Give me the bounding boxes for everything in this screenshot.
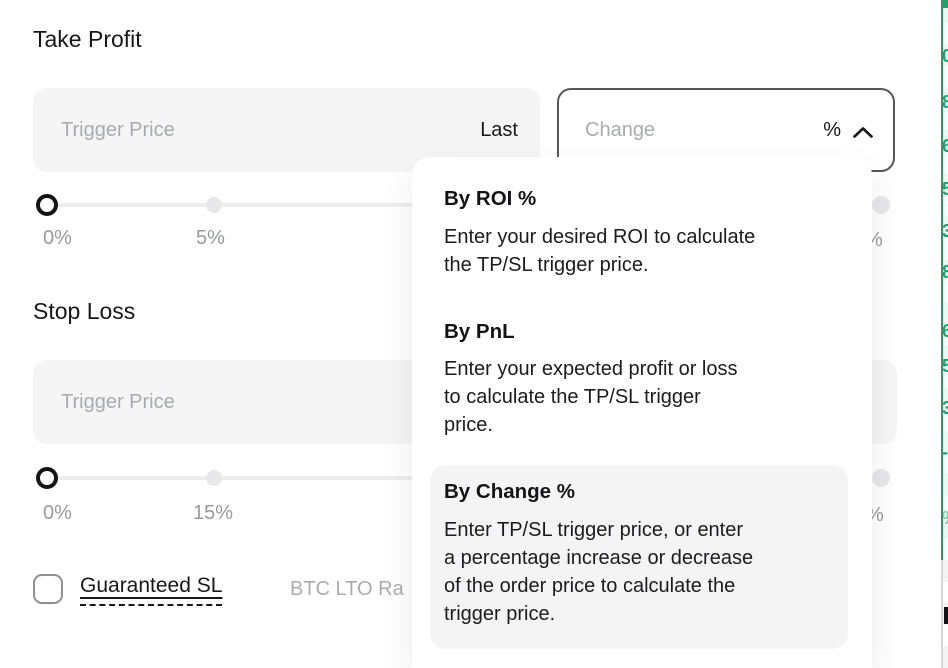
change-mode-dropdown-menu: By ROI % Enter your desired ROI to calcu… bbox=[412, 157, 872, 668]
tp-price-type-selector[interactable]: Last bbox=[480, 118, 518, 141]
tp-slider-end-dot[interactable] bbox=[872, 196, 890, 214]
orderbook-digit-fragment: 6 bbox=[942, 321, 948, 341]
tp-slider-value-label: 0% bbox=[43, 227, 72, 249]
guaranteed-sl-label[interactable]: Guaranteed SL bbox=[80, 574, 223, 606]
menu-option-roi-title: By ROI % bbox=[444, 187, 537, 210]
menu-option-change-title: By Change % bbox=[444, 480, 575, 503]
orderbook-digit-fragment: 3 bbox=[942, 398, 948, 418]
sl-slider-mark-label: 15% bbox=[193, 502, 234, 524]
sl-slider-handle[interactable] bbox=[36, 467, 58, 489]
menu-option-change-description: Enter TP/SL trigger price, or enter a pe… bbox=[444, 519, 754, 625]
orderbook-digit-fragment: % bbox=[942, 509, 948, 527]
orderbook-digit-fragment: 8 bbox=[942, 262, 948, 282]
guaranteed-sl-checkbox[interactable] bbox=[33, 574, 63, 604]
orderbook-digit-fragment: - bbox=[942, 442, 948, 462]
orderbook-edge-black-mark bbox=[944, 607, 948, 624]
sl-slider-value-label: 0% bbox=[43, 502, 72, 524]
sl-slider-mark-dot[interactable] bbox=[206, 470, 222, 486]
guaranteed-sl-hint: BTC LTO Ra bbox=[290, 578, 404, 600]
menu-option-pnl-title: By PnL bbox=[444, 320, 515, 343]
orderbook-digit-fragment: 5 bbox=[942, 179, 948, 199]
tp-slider-handle[interactable] bbox=[36, 194, 58, 216]
tp-slider-mark-label: 5% bbox=[196, 227, 225, 249]
tp-slider-mark-dot[interactable] bbox=[206, 197, 222, 213]
chevron-up-icon bbox=[853, 125, 873, 138]
orderbook-digit-fragment: 5 bbox=[942, 356, 948, 376]
take-profit-title: Take Profit bbox=[33, 26, 142, 52]
orderbook-digit-fragment: 0 bbox=[942, 46, 948, 66]
sl-trigger-price-placeholder: Trigger Price bbox=[61, 390, 175, 413]
menu-option-pnl-description: Enter your expected profit or loss to ca… bbox=[444, 358, 738, 436]
tp-trigger-price-input[interactable]: Trigger Price Last bbox=[33, 88, 540, 172]
orderbook-digit-fragment: 3 bbox=[942, 221, 948, 241]
orderbook-digit-fragment: 6 bbox=[942, 136, 948, 156]
sl-slider-end-dot[interactable] bbox=[872, 469, 890, 487]
orderbook-digit-fragment: 8 bbox=[942, 92, 948, 112]
orderbook-edge-green-block bbox=[941, 0, 948, 8]
orderbook-edge-gray-line bbox=[941, 560, 943, 668]
tp-change-placeholder: Change bbox=[585, 118, 656, 141]
menu-option-change[interactable]: By Change % Enter TP/SL trigger price, o… bbox=[430, 465, 848, 649]
tp-trigger-price-placeholder: Trigger Price bbox=[61, 118, 175, 141]
orderbook-edge-strip: 0 8 6 5 3 8 6 5 3 -% bbox=[941, 0, 948, 668]
stop-loss-title: Stop Loss bbox=[33, 298, 136, 324]
tp-change-unit: % bbox=[823, 118, 841, 141]
orderbook-edge-green-line bbox=[941, 0, 943, 560]
menu-option-roi-description: Enter your desired ROI to calculate the … bbox=[444, 226, 756, 276]
